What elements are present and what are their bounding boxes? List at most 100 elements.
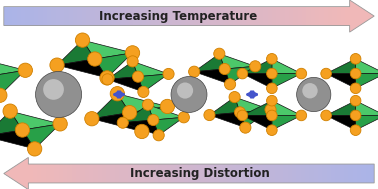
Bar xyxy=(82,7,86,26)
Bar xyxy=(77,7,82,26)
Bar xyxy=(309,164,314,183)
Bar xyxy=(357,164,361,183)
Ellipse shape xyxy=(122,105,137,120)
Bar xyxy=(132,164,136,183)
Polygon shape xyxy=(240,110,271,128)
Bar xyxy=(193,164,197,183)
Ellipse shape xyxy=(350,68,361,79)
Bar xyxy=(56,7,60,26)
Ellipse shape xyxy=(249,61,261,72)
Bar xyxy=(254,7,259,26)
Bar xyxy=(218,164,223,183)
Ellipse shape xyxy=(350,125,361,136)
Bar xyxy=(47,7,51,26)
Bar xyxy=(172,7,177,26)
Ellipse shape xyxy=(43,79,64,100)
Ellipse shape xyxy=(302,83,318,98)
Polygon shape xyxy=(209,112,245,128)
Bar xyxy=(240,164,245,183)
Bar xyxy=(136,164,141,183)
Bar xyxy=(215,7,220,26)
Bar xyxy=(124,164,128,183)
Polygon shape xyxy=(350,0,374,32)
Bar xyxy=(262,164,266,183)
Bar xyxy=(288,164,292,183)
Ellipse shape xyxy=(225,79,235,90)
FancyArrowPatch shape xyxy=(115,92,124,97)
Bar xyxy=(180,164,184,183)
Polygon shape xyxy=(0,130,35,149)
Ellipse shape xyxy=(138,86,149,98)
Bar xyxy=(80,164,85,183)
Polygon shape xyxy=(57,59,107,78)
Bar xyxy=(50,164,54,183)
Bar xyxy=(210,164,214,183)
Bar xyxy=(253,164,257,183)
Bar xyxy=(4,7,8,26)
Bar xyxy=(345,7,350,26)
Bar xyxy=(301,164,305,183)
Bar xyxy=(99,7,103,26)
Bar xyxy=(272,7,276,26)
Ellipse shape xyxy=(163,68,174,80)
Polygon shape xyxy=(10,111,60,130)
Ellipse shape xyxy=(148,114,159,125)
Ellipse shape xyxy=(296,110,307,121)
Bar xyxy=(211,7,215,26)
Bar xyxy=(236,164,240,183)
Polygon shape xyxy=(123,120,159,135)
Ellipse shape xyxy=(102,74,113,85)
Polygon shape xyxy=(235,97,271,112)
Bar xyxy=(370,164,374,183)
Ellipse shape xyxy=(100,71,114,85)
Ellipse shape xyxy=(266,68,277,79)
Bar xyxy=(184,164,188,183)
Bar xyxy=(33,164,37,183)
Bar xyxy=(207,7,211,26)
Text: Increasing Temperature: Increasing Temperature xyxy=(99,10,257,22)
Ellipse shape xyxy=(189,66,200,77)
Bar xyxy=(28,164,33,183)
Polygon shape xyxy=(272,101,301,115)
Polygon shape xyxy=(4,157,28,189)
Bar xyxy=(46,164,50,183)
Bar xyxy=(67,164,71,183)
Bar xyxy=(220,7,224,26)
Polygon shape xyxy=(225,66,255,84)
Bar xyxy=(339,164,344,183)
Bar xyxy=(328,7,332,26)
Ellipse shape xyxy=(178,112,189,123)
Bar xyxy=(242,7,246,26)
Bar xyxy=(268,7,272,26)
Bar xyxy=(275,164,279,183)
Ellipse shape xyxy=(36,71,82,118)
Bar xyxy=(119,164,124,183)
Ellipse shape xyxy=(321,68,332,79)
Bar xyxy=(201,164,206,183)
Bar xyxy=(305,164,309,183)
Ellipse shape xyxy=(132,71,144,82)
Bar xyxy=(145,164,149,183)
Bar xyxy=(85,164,89,183)
Polygon shape xyxy=(326,115,356,130)
Bar xyxy=(151,7,155,26)
Polygon shape xyxy=(242,74,272,88)
Bar xyxy=(227,164,232,183)
Polygon shape xyxy=(95,53,133,78)
Polygon shape xyxy=(356,101,378,115)
Bar xyxy=(110,164,115,183)
Bar xyxy=(293,7,298,26)
Bar xyxy=(285,7,289,26)
Ellipse shape xyxy=(240,122,251,133)
Bar xyxy=(279,164,284,183)
Bar xyxy=(107,7,112,26)
Bar xyxy=(259,7,263,26)
Bar xyxy=(128,164,132,183)
Bar xyxy=(154,164,158,183)
Bar xyxy=(181,7,185,26)
Bar xyxy=(37,164,41,183)
Bar xyxy=(341,7,345,26)
Bar xyxy=(171,164,175,183)
Bar xyxy=(41,164,46,183)
Bar xyxy=(307,7,311,26)
